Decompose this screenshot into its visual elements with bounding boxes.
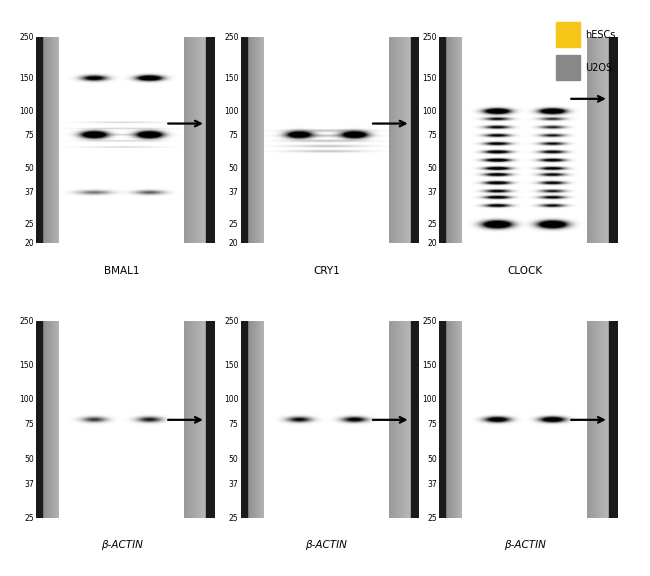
Text: 25: 25 [24, 514, 34, 523]
Bar [240, 321, 247, 518]
Text: 75: 75 [229, 420, 239, 429]
Text: 100: 100 [224, 395, 239, 404]
Text: 150: 150 [20, 361, 34, 370]
Text: 150: 150 [224, 361, 239, 370]
Text: 37: 37 [229, 188, 239, 198]
Text: β-ACTIN: β-ACTIN [504, 540, 545, 550]
Text: 150: 150 [422, 74, 437, 83]
Bar [36, 37, 42, 243]
Text: CLOCK: CLOCK [507, 266, 542, 276]
Text: 50: 50 [229, 164, 239, 173]
Text: 25: 25 [427, 221, 437, 229]
Bar [556, 55, 580, 80]
Text: 250: 250 [20, 317, 34, 326]
Text: 37: 37 [427, 188, 437, 198]
Text: 37: 37 [229, 480, 239, 489]
Bar [206, 321, 215, 518]
Text: 75: 75 [427, 420, 437, 429]
Text: 75: 75 [24, 420, 34, 429]
Text: 20: 20 [229, 238, 239, 248]
Text: 50: 50 [427, 164, 437, 173]
Text: 250: 250 [422, 317, 437, 326]
Text: 50: 50 [24, 164, 34, 173]
Text: 250: 250 [224, 317, 239, 326]
Text: 100: 100 [422, 395, 437, 404]
Text: hESCs: hESCs [586, 29, 616, 40]
Text: 25: 25 [229, 221, 239, 229]
Text: CRY1: CRY1 [313, 266, 340, 276]
Text: 150: 150 [422, 361, 437, 370]
Text: β-ACTIN: β-ACTIN [101, 540, 142, 550]
Text: 100: 100 [422, 107, 437, 116]
Text: 75: 75 [427, 131, 437, 140]
Text: 150: 150 [20, 74, 34, 83]
Text: β-ACTIN: β-ACTIN [306, 540, 347, 550]
Bar [206, 37, 215, 243]
Text: 250: 250 [224, 32, 239, 41]
Bar [240, 37, 247, 243]
Bar [439, 321, 445, 518]
Text: 100: 100 [224, 107, 239, 116]
Bar [439, 37, 445, 243]
Text: 25: 25 [229, 514, 239, 523]
Bar [609, 321, 618, 518]
Text: 37: 37 [24, 480, 34, 489]
Text: 50: 50 [229, 454, 239, 464]
Bar [411, 37, 419, 243]
Text: BMAL1: BMAL1 [104, 266, 139, 276]
Bar [411, 321, 419, 518]
Text: 100: 100 [20, 395, 34, 404]
Bar [556, 22, 580, 47]
Text: 37: 37 [427, 480, 437, 489]
Text: 250: 250 [422, 32, 437, 41]
Text: 100: 100 [20, 107, 34, 116]
Text: 50: 50 [427, 454, 437, 464]
Text: 25: 25 [24, 221, 34, 229]
Text: 75: 75 [24, 131, 34, 140]
Bar [609, 37, 618, 243]
Text: 25: 25 [427, 514, 437, 523]
Text: 250: 250 [20, 32, 34, 41]
Text: 20: 20 [427, 238, 437, 248]
Text: 75: 75 [229, 131, 239, 140]
Text: 20: 20 [24, 238, 34, 248]
Bar [36, 321, 42, 518]
Text: 37: 37 [24, 188, 34, 198]
Text: U2OS: U2OS [586, 63, 613, 73]
Text: 50: 50 [24, 454, 34, 464]
Text: 150: 150 [224, 74, 239, 83]
